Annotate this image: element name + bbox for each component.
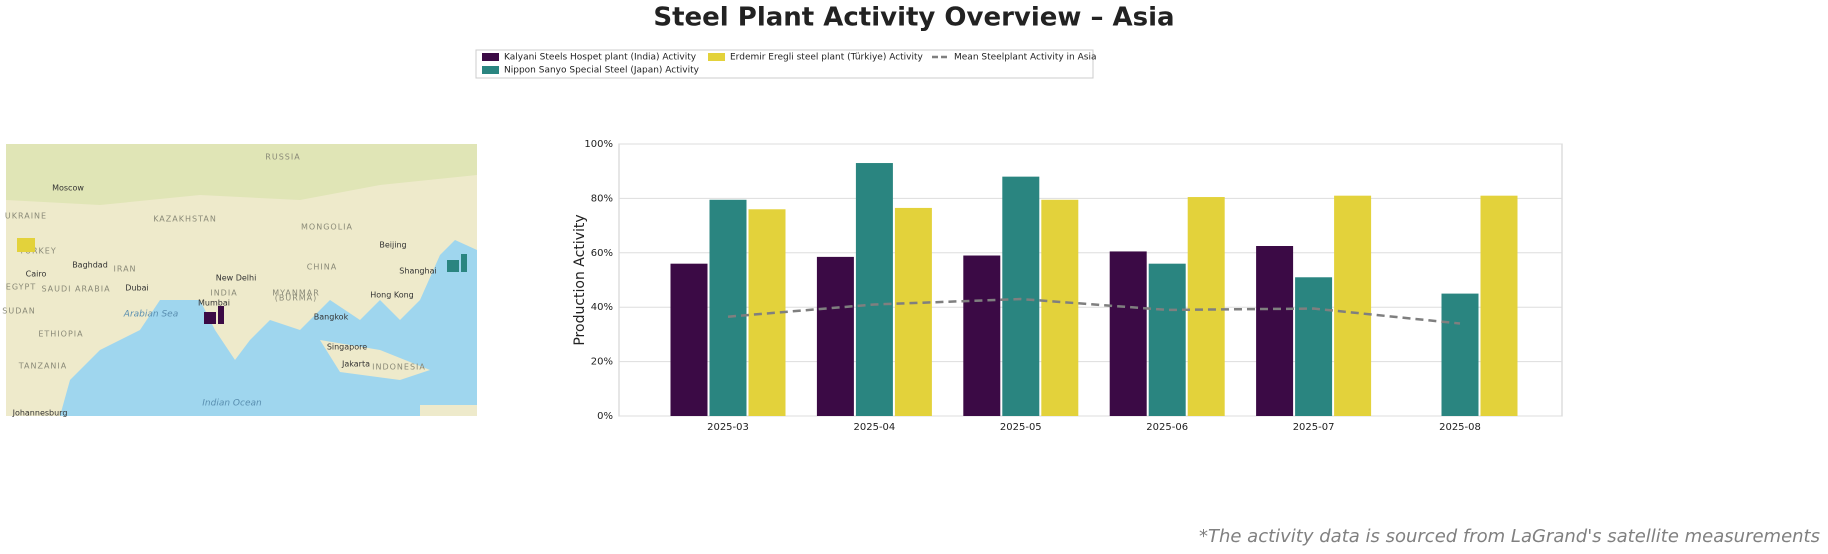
y-tick-label: 0% <box>597 411 613 422</box>
map <box>6 144 477 416</box>
map-label: INDONESIA <box>372 363 426 372</box>
bar <box>1295 277 1333 416</box>
x-tick-label: 2025-05 <box>1000 422 1042 433</box>
map-label: CHINA <box>307 263 337 272</box>
map-label: MONGOLIA <box>301 223 353 232</box>
map-label: INDIA <box>210 289 237 298</box>
x-tick-label: 2025-08 <box>1439 422 1481 433</box>
y-tick-label: 40% <box>591 302 613 313</box>
x-tick-label: 2025-06 <box>1146 422 1188 433</box>
map-label: Indian Ocean <box>202 399 262 409</box>
bar <box>1441 293 1479 416</box>
map-label: Hong Kong <box>370 291 414 300</box>
legend-swatch <box>708 53 725 61</box>
map-label: Bangkok <box>314 313 349 322</box>
plant-marker <box>204 312 216 324</box>
map-label: TURKEY <box>18 247 57 256</box>
map-label: Shanghai <box>399 267 436 276</box>
map-label: Cairo <box>26 270 47 279</box>
x-tick-label: 2025-07 <box>1293 422 1335 433</box>
bar <box>670 263 708 416</box>
map-label: New Delhi <box>216 274 257 283</box>
map-land <box>6 144 477 416</box>
map-label: UKRAINE <box>5 212 47 221</box>
plant-marker <box>218 306 224 324</box>
map-label: MYANMAR <box>272 289 320 298</box>
bar <box>855 163 893 416</box>
plant-markers <box>17 238 467 324</box>
x-tick-label: 2025-03 <box>707 422 749 433</box>
x-tick-label: 2025-04 <box>854 422 896 433</box>
legend-box <box>475 49 1094 79</box>
legend-label: Nippon Sanyo Special Steel (Japan) Activ… <box>504 66 700 76</box>
map-label: RUSSIA <box>265 153 300 162</box>
title: Steel Plant Activity Overview – Asia <box>653 3 1174 33</box>
map-label: SAUDI ARABIA <box>41 285 110 294</box>
bar <box>1002 176 1040 416</box>
map-label: KAZAKHSTAN <box>153 215 217 224</box>
bar <box>709 199 747 416</box>
plant-marker <box>447 260 459 272</box>
map-label: ETHIOPIA <box>38 330 83 339</box>
bar <box>1041 199 1079 416</box>
map-label: EGYPT <box>6 283 36 292</box>
map-label: Jakarta <box>341 360 370 369</box>
map-label: Moscow <box>52 184 84 193</box>
map-label: Beijing <box>379 241 406 250</box>
bar <box>1187 197 1225 416</box>
map-label: (BURMA) <box>275 294 318 303</box>
legend-label: Mean Steelplant Activity in Asia <box>954 53 1096 63</box>
map-label: Singapore <box>327 343 367 352</box>
bar <box>963 255 1001 416</box>
legend-swatch <box>482 66 499 74</box>
note: *The activity data is sourced from LaGra… <box>1199 526 1820 547</box>
y-tick-label: 100% <box>584 139 613 150</box>
map-label: Arabian Sea <box>123 310 178 320</box>
bar <box>1334 195 1372 416</box>
bar <box>1109 251 1147 416</box>
y-axis-label: Production Activity <box>572 214 588 345</box>
y-tick-label: 80% <box>591 193 613 204</box>
map-land-north <box>6 144 477 205</box>
map-label: Mumbai <box>198 299 230 308</box>
y-tick-label: 20% <box>591 357 613 368</box>
legend-label: Erdemir Eregli steel plant (Türkiye) Act… <box>730 53 924 63</box>
map-label: Johannesburg <box>12 409 68 418</box>
plant-marker <box>17 238 35 252</box>
map-label: Baghdad <box>72 261 108 270</box>
map-label: IRAN <box>113 265 136 274</box>
map-label: TANZANIA <box>18 362 68 371</box>
map-label: Dubai <box>125 284 148 293</box>
mean-line <box>727 297 1461 325</box>
bar <box>894 207 932 416</box>
legend-swatch <box>482 53 499 61</box>
plant-marker <box>461 254 467 272</box>
bar <box>1256 246 1294 416</box>
map-land-islands <box>6 340 477 416</box>
bar <box>816 256 854 416</box>
y-tick-label: 60% <box>591 248 613 259</box>
legend-label: Kalyani Steels Hospet plant (India) Acti… <box>504 53 697 63</box>
map-label: SUDAN <box>2 307 35 316</box>
bar <box>1480 195 1518 416</box>
bar <box>1148 263 1186 416</box>
